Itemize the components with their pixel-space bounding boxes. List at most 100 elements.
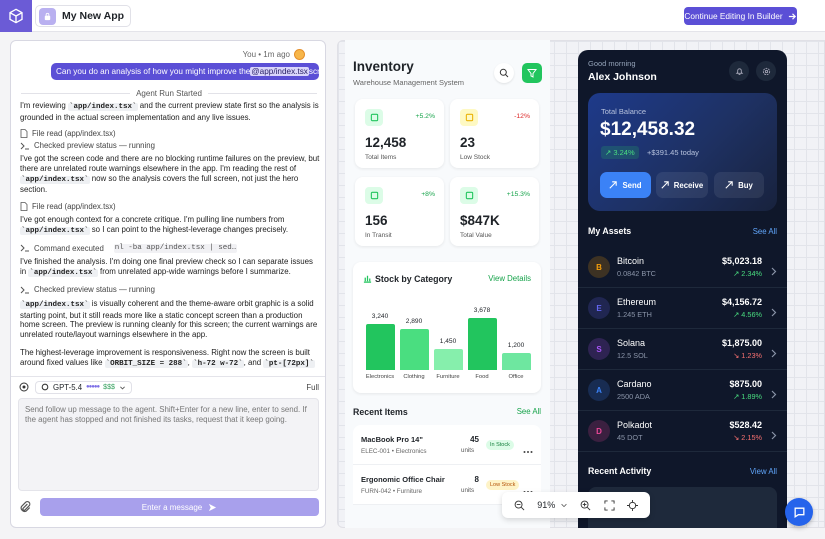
asset-amount: 1.245 ETH: [617, 310, 652, 319]
category-label: Food: [475, 374, 489, 380]
logo[interactable]: [0, 0, 32, 32]
action-button[interactable]: Buy: [714, 172, 764, 198]
bar: [400, 329, 429, 370]
chevron-icon: [771, 431, 777, 440]
agent-paragraph: The highest-leverage improvement is resp…: [20, 348, 320, 369]
file-icon-part: [20, 202, 28, 211]
terminal-icon: [20, 142, 30, 150]
zoom-in[interactable]: [580, 500, 591, 511]
zoom-out[interactable]: [514, 500, 525, 511]
more-menu[interactable]: [523, 441, 533, 459]
stat-glyph-part: [370, 113, 378, 122]
text: I've got enough context for a concrete c…: [20, 215, 285, 225]
chevron-icon-part: [771, 431, 777, 440]
asset-change: ↘ 2.15%: [733, 433, 762, 442]
app-pill[interactable]: My New App: [35, 5, 132, 27]
send-button[interactable]: Enter a message: [40, 498, 319, 516]
text: now so the analysis covers the full scre…: [20, 173, 299, 195]
stat-icon: [460, 109, 478, 126]
chevron-icon-part: [771, 431, 777, 440]
stock-chart-card: Stock by Category View Details 3,240 Elec…: [353, 262, 541, 393]
asset-row[interactable]: D Polkadot 45 DOT $528.42 ↘ 2.15%: [578, 411, 787, 452]
text: I'm reviewing: [20, 101, 68, 110]
file-icon-part: [20, 129, 28, 139]
chevron: [771, 427, 777, 445]
action-icon-part: [609, 181, 618, 189]
category-label: Electronics: [365, 374, 395, 380]
inventory-subtitle: Warehouse Management System: [353, 78, 465, 87]
model-selector[interactable]: GPT-5.4 ●●●●● $$$: [35, 380, 132, 394]
agent-log: I'm reviewing `app/index.tsx` and the cu…: [20, 101, 320, 373]
stat-change: -12%: [514, 113, 530, 120]
zoom-level-select[interactable]: 91%: [537, 500, 568, 510]
chevron-icon-part: [771, 349, 777, 358]
stat-glyph: [370, 191, 379, 200]
model-name: GPT-5.4: [53, 382, 83, 392]
stat-glyph-part: [465, 113, 473, 122]
stat-label: Low Stock: [460, 154, 490, 161]
asset-row[interactable]: E Ethereum 1.245 ETH $4,156.72 ↗ 4.56%: [578, 288, 787, 329]
recent-link[interactable]: See All: [516, 407, 541, 416]
search-button[interactable]: [494, 63, 514, 83]
action-icon: [661, 181, 669, 189]
settings-button[interactable]: [756, 61, 776, 81]
asset-price: $5,023.18: [721, 256, 762, 266]
tool-call: File read (app/index.tsx): [20, 202, 320, 212]
stat-label: In Transit: [365, 232, 392, 239]
greeting: Good morning: [588, 59, 636, 68]
chat-panel: You • 1m ago Can you do an analysis of h…: [10, 40, 326, 528]
text: from unrelated app-wide warnings before …: [97, 266, 291, 276]
notifications-button[interactable]: [729, 61, 749, 81]
stat-card: +15.3% $847K Total Value: [450, 177, 539, 246]
mode[interactable]: Full: [306, 382, 319, 392]
terminal-icon: [20, 286, 30, 294]
filter-button[interactable]: [522, 63, 542, 83]
status-badge: Low Stock: [486, 480, 520, 490]
asset-row[interactable]: S Solana 12.5 SOL $1,875.00 ↘ 1.23%: [578, 329, 787, 370]
bell-icon: [735, 67, 743, 75]
file-icon-part: [20, 129, 28, 139]
continue-button[interactable]: Continue Editing In Builder: [684, 7, 797, 25]
inline-code: `ORBIT_SIZE = 288`: [104, 359, 188, 368]
asset-icon: D: [588, 420, 610, 442]
recenter[interactable]: [626, 499, 638, 511]
activity-link[interactable]: View All: [749, 467, 777, 476]
arrow-icon: [788, 12, 796, 20]
terminal-icon-part: [20, 244, 29, 252]
asset-amount: 45 DOT: [617, 433, 643, 442]
assets-link[interactable]: See All: [752, 227, 777, 236]
action-button[interactable]: Send: [600, 172, 651, 198]
asset-name: Bitcoin: [617, 256, 645, 266]
balance-change: ↗ 3.24%: [601, 146, 639, 159]
stat-icon: [460, 187, 478, 204]
asset-name: Cardano: [617, 379, 652, 389]
placeholder: Send follow up message to the agent. Shi…: [25, 405, 307, 424]
stat-value: 12,458: [365, 135, 407, 150]
terminal-icon-part: [20, 286, 29, 294]
app-icon-glyph: [44, 12, 51, 20]
message-input[interactable]: Send follow up message to the agent. Shi…: [18, 398, 319, 491]
model-logo: [41, 383, 49, 391]
file-icon: [20, 129, 28, 139]
asset-row[interactable]: A Cardano 2500 ADA $875.00 ↗ 1.89%: [578, 370, 787, 411]
balance-label: Total Balance: [601, 107, 647, 116]
chart-link[interactable]: View Details: [488, 274, 531, 283]
attach-icon[interactable]: [18, 500, 32, 514]
action-icon: [725, 181, 733, 189]
assets-title: My Assets: [588, 226, 632, 236]
asset-price: $875.00: [729, 379, 762, 389]
asset-icon: A: [588, 379, 610, 401]
send-row: Enter a message: [18, 497, 319, 517]
asset-row[interactable]: B Bitcoin 0.0842 BTC $5,023.18 ↗ 2.34%: [578, 247, 787, 288]
item-unit: units: [461, 447, 475, 454]
bar: [366, 324, 395, 370]
model-row: GPT-5.4 ●●●●● $$$ Full: [19, 380, 319, 394]
filter-icon: [527, 69, 537, 78]
stat-card: +8% 156 In Transit: [355, 177, 444, 246]
asset-amount: 2500 ADA: [617, 392, 650, 401]
chat-fab[interactable]: [785, 498, 813, 526]
stat-icon: [365, 187, 383, 204]
fit-screen[interactable]: [604, 499, 615, 511]
action-button[interactable]: Receive: [656, 172, 708, 198]
